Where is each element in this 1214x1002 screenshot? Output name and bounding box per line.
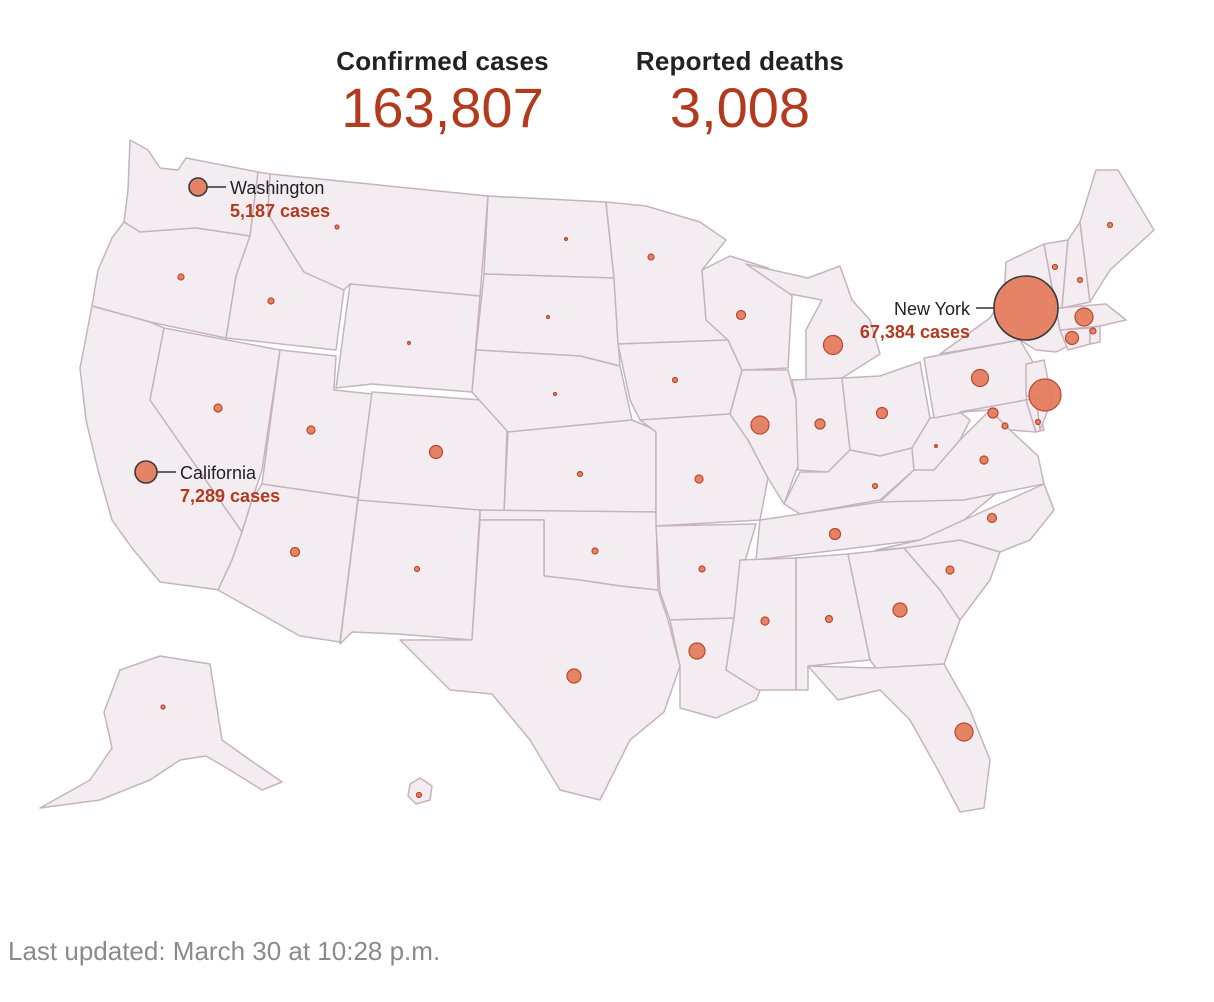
bubble-minnesota bbox=[647, 253, 655, 261]
bubble-new-mexico bbox=[413, 565, 421, 573]
bubble-massachusetts bbox=[1074, 307, 1094, 327]
bubble-north-dakota bbox=[563, 236, 569, 242]
bubble-delaware bbox=[1034, 418, 1042, 426]
state-new-mexico bbox=[339, 499, 481, 645]
bubble-arkansas bbox=[698, 565, 706, 573]
state-nebraska bbox=[471, 349, 633, 433]
confirmed-cases-label: Confirmed cases bbox=[336, 46, 549, 76]
bubble-kentucky bbox=[871, 482, 879, 490]
bubble-indiana bbox=[814, 418, 826, 430]
bubble-wyoming bbox=[406, 340, 412, 346]
bubble-new-hampshire bbox=[1076, 276, 1084, 284]
bubble-ohio bbox=[875, 406, 889, 420]
state-maryland bbox=[959, 399, 1037, 433]
bubble-colorado bbox=[428, 444, 444, 460]
state-florida bbox=[807, 663, 991, 813]
callout-labels: Washington 5,187 cases California 7,289 … bbox=[157, 178, 994, 506]
bubble-maine bbox=[1106, 221, 1114, 229]
bubble-oklahoma bbox=[591, 547, 599, 555]
confirmed-cases-value: 163,807 bbox=[341, 76, 544, 139]
reported-deaths-value: 3,008 bbox=[669, 76, 811, 139]
state-wyoming bbox=[335, 283, 481, 393]
state-north-carolina bbox=[875, 483, 1055, 553]
bubble-illinois bbox=[750, 415, 770, 435]
bubble-louisiana bbox=[688, 642, 706, 660]
bubble-idaho bbox=[267, 297, 275, 305]
bubble-iowa bbox=[671, 376, 679, 384]
bubble-nebraska bbox=[552, 391, 558, 397]
state-maine bbox=[1079, 169, 1155, 303]
bubble-south-dakota bbox=[545, 314, 551, 320]
us-cases-map: Washington 5,187 cases California 7,289 … bbox=[39, 139, 1155, 813]
bubble-connecticut bbox=[1064, 330, 1080, 346]
new-york-label: New York bbox=[894, 299, 971, 319]
bubble-utah bbox=[306, 425, 316, 435]
state-montana bbox=[267, 173, 489, 297]
bubble-alabama bbox=[824, 614, 834, 624]
bubble-california bbox=[134, 460, 158, 484]
bubble-alaska bbox=[160, 704, 166, 710]
bubble-arizona bbox=[289, 546, 301, 558]
state-north-dakota bbox=[483, 195, 615, 279]
bubble-district-of-columbia bbox=[1001, 422, 1009, 430]
california-label: California bbox=[180, 463, 257, 483]
bubble-missouri bbox=[694, 474, 704, 484]
state-kentucky bbox=[783, 447, 915, 515]
case-bubbles bbox=[134, 177, 1114, 799]
bubble-virginia bbox=[979, 455, 989, 465]
last-updated-text: Last updated: March 30 at 10:28 p.m. bbox=[8, 936, 441, 966]
bubble-mississippi bbox=[760, 616, 770, 626]
bubble-pennsylvania bbox=[970, 368, 990, 388]
state-wisconsin bbox=[701, 255, 793, 371]
bubble-michigan bbox=[822, 334, 844, 356]
bubble-montana bbox=[334, 224, 340, 230]
california-cases: 7,289 cases bbox=[180, 486, 280, 506]
bubble-florida bbox=[954, 722, 974, 742]
bubble-south-carolina bbox=[945, 565, 955, 575]
state-kansas bbox=[503, 419, 657, 513]
bubble-hawaii bbox=[415, 791, 423, 799]
state-iowa bbox=[617, 339, 743, 421]
state-virginia bbox=[879, 409, 1045, 503]
bubble-kansas bbox=[576, 470, 584, 478]
bubble-rhode-island bbox=[1089, 327, 1097, 335]
state-hawaii bbox=[407, 777, 433, 805]
bubble-wisconsin bbox=[735, 309, 747, 321]
state-shapes bbox=[39, 139, 1155, 813]
reported-deaths-stat: Reported deaths 3,008 bbox=[610, 44, 870, 138]
bubble-new-jersey bbox=[1028, 378, 1062, 412]
washington-label: Washington bbox=[230, 178, 324, 198]
bubble-texas bbox=[566, 668, 582, 684]
state-alaska bbox=[39, 655, 283, 809]
reported-deaths-label: Reported deaths bbox=[635, 46, 845, 76]
bubble-west-virginia bbox=[933, 443, 939, 449]
state-texas bbox=[399, 519, 681, 801]
bubble-tennessee bbox=[828, 527, 842, 541]
washington-cases: 5,187 cases bbox=[230, 201, 330, 221]
bubble-oregon bbox=[177, 273, 185, 281]
bubble-washington bbox=[188, 177, 208, 197]
bubble-georgia bbox=[892, 602, 908, 618]
bubble-nevada bbox=[213, 403, 223, 413]
bubble-new-york bbox=[993, 275, 1059, 341]
confirmed-cases-stat: Confirmed cases 163,807 bbox=[310, 44, 575, 138]
bubble-vermont bbox=[1051, 263, 1059, 271]
new-york-cases: 67,384 cases bbox=[860, 322, 970, 342]
bubble-north-carolina bbox=[986, 512, 998, 524]
state-michigan bbox=[745, 263, 881, 381]
bubble-maryland bbox=[987, 407, 999, 419]
